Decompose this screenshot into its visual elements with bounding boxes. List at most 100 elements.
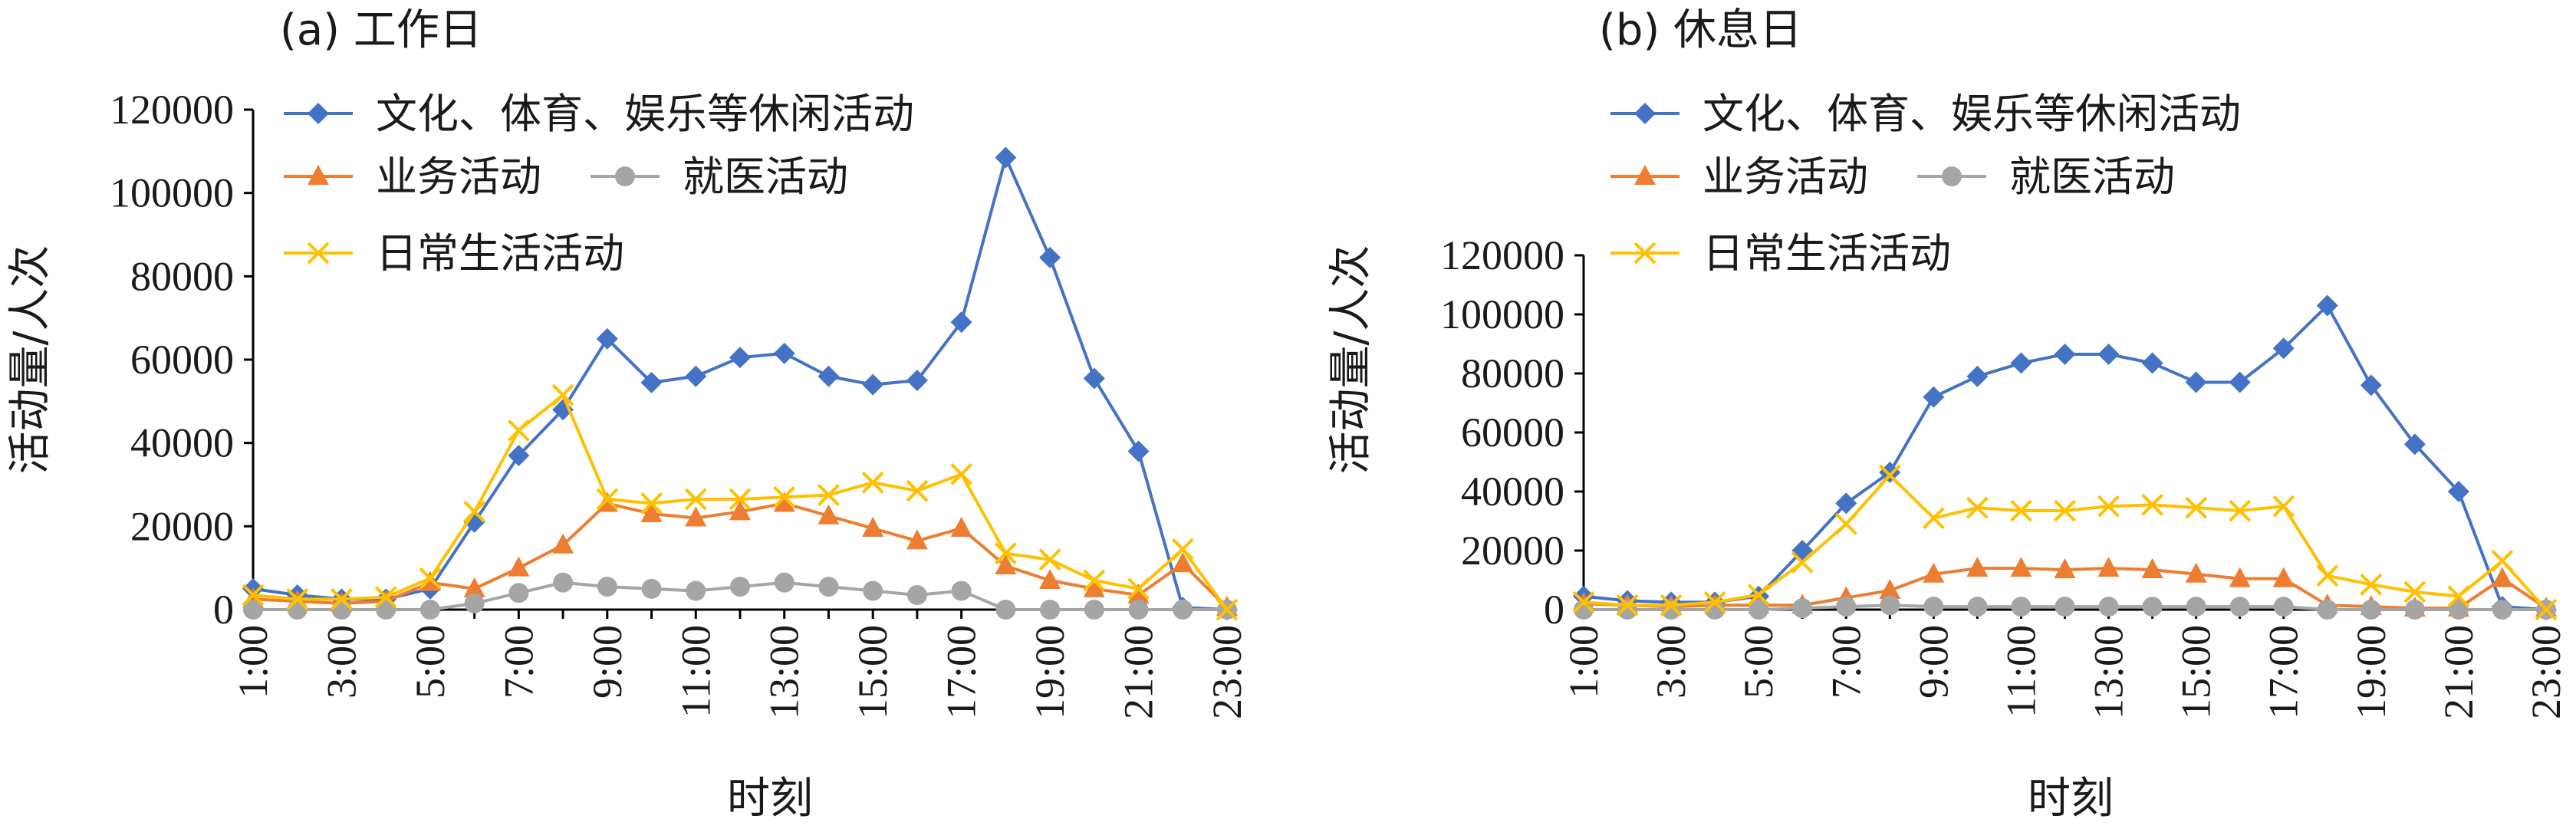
x-tick-label: 11:00 bbox=[673, 625, 719, 718]
data-point-daily bbox=[286, 588, 309, 610]
legend-marker-culture bbox=[1634, 103, 1656, 124]
data-point-daily bbox=[242, 584, 265, 607]
y-tick-label: 80000 bbox=[130, 253, 234, 299]
data-point-business bbox=[1879, 578, 1901, 599]
y-tick-label: 40000 bbox=[1461, 469, 1564, 515]
data-point-medical bbox=[287, 600, 308, 620]
data-point-culture bbox=[1835, 492, 1857, 515]
data-point-daily bbox=[2447, 585, 2470, 608]
data-point-medical bbox=[1923, 597, 1944, 617]
y-tick-label: 120000 bbox=[1440, 232, 1564, 278]
panel-b-x-ticks: 1:00 3:00 5:00 7:00 9:00 11:00 13:00 15:00 17:00… bbox=[1561, 610, 2569, 719]
data-point-culture bbox=[1039, 246, 1061, 268]
data-point-daily bbox=[1703, 590, 1726, 613]
x-tick-label: 19:00 bbox=[2348, 625, 2394, 719]
panel-a-series bbox=[242, 146, 1239, 621]
data-point-medical bbox=[951, 580, 972, 601]
data-point-business bbox=[995, 554, 1017, 574]
data-point-medical bbox=[1084, 600, 1104, 620]
x-tick-label: 23:00 bbox=[1204, 625, 1250, 719]
data-point-daily bbox=[1966, 496, 1989, 519]
data-point-daily bbox=[1747, 584, 1770, 607]
data-point-medical bbox=[2098, 597, 2119, 617]
data-point-daily bbox=[729, 488, 752, 511]
data-point-medical bbox=[1836, 597, 1857, 617]
data-point-culture bbox=[2229, 371, 2251, 393]
data-point-business bbox=[1039, 568, 1061, 589]
y-tick-label: 60000 bbox=[1461, 409, 1564, 455]
legend-marker-daily bbox=[307, 242, 330, 265]
data-point-culture bbox=[2185, 371, 2207, 393]
data-point-daily bbox=[994, 542, 1017, 565]
data-point-daily bbox=[419, 567, 442, 590]
data-point-business bbox=[419, 571, 441, 591]
data-point-daily bbox=[1878, 464, 1901, 487]
data-point-medical bbox=[686, 580, 706, 601]
panel-b-axes bbox=[1582, 255, 2554, 611]
x-tick-label: 7:00 bbox=[1823, 625, 1869, 699]
data-point-medical bbox=[863, 580, 883, 601]
data-point-daily bbox=[950, 463, 973, 485]
data-point-daily bbox=[2141, 493, 2164, 516]
data-point-medical bbox=[1173, 600, 1193, 620]
data-point-business bbox=[2010, 557, 2032, 577]
data-point-medical bbox=[2055, 597, 2075, 617]
data-point-culture bbox=[2403, 433, 2426, 455]
data-point-business bbox=[640, 502, 663, 523]
x-tick-label: 15:00 bbox=[850, 625, 896, 719]
data-point-culture bbox=[2272, 337, 2295, 360]
y-tick-label: 100000 bbox=[110, 170, 234, 216]
x-tick-label: 1:00 bbox=[230, 625, 276, 699]
data-point-medical bbox=[2317, 600, 2337, 620]
data-point-culture bbox=[1966, 365, 1989, 387]
panel-b: (b) 休息日 活动量/人次 时刻 0 20000 40000 60000 80000 1… bbox=[1326, 5, 2569, 824]
data-point-medical bbox=[995, 600, 1016, 620]
y-tick-label: 0 bbox=[1544, 587, 1564, 633]
x-tick-label: 19:00 bbox=[1027, 625, 1073, 719]
data-point-medical bbox=[2492, 600, 2512, 620]
x-tick-label: 17:00 bbox=[939, 625, 985, 719]
data-point-daily bbox=[596, 488, 619, 511]
x-tick-label: 1:00 bbox=[1561, 625, 1607, 699]
data-point-medical bbox=[1880, 595, 1900, 616]
data-point-business bbox=[2491, 567, 2513, 587]
x-tick-label: 21:00 bbox=[2436, 625, 2482, 719]
data-point-medical bbox=[419, 600, 440, 620]
data-point-culture bbox=[596, 327, 618, 350]
data-point-culture bbox=[1923, 386, 1945, 408]
data-point-daily bbox=[1834, 512, 1857, 535]
panel-a: (a) 工作日 活动量/人次 时刻 0 20000 40000 60000 80000 1… bbox=[5, 5, 1250, 824]
data-point-business bbox=[1172, 552, 1194, 573]
data-point-daily bbox=[1216, 598, 1239, 621]
data-point-medical bbox=[553, 572, 574, 593]
data-point-business bbox=[685, 506, 707, 527]
panel-b-title: (b) 休息日 bbox=[1599, 5, 1802, 55]
data-point-daily bbox=[906, 479, 929, 502]
x-tick-label: 21:00 bbox=[1116, 625, 1162, 719]
data-point-daily bbox=[2229, 499, 2252, 522]
legend-label-medical: 就医活动 bbox=[2009, 153, 2175, 201]
data-point-medical bbox=[1040, 600, 1061, 620]
data-point-daily bbox=[463, 500, 486, 523]
data-point-business bbox=[950, 517, 972, 538]
data-point-daily bbox=[1083, 569, 1106, 592]
data-point-business bbox=[1966, 557, 1989, 577]
data-point-medical bbox=[376, 600, 396, 620]
data-point-culture bbox=[729, 347, 751, 369]
x-tick-label: 5:00 bbox=[1735, 625, 1781, 699]
data-point-culture bbox=[2447, 481, 2469, 502]
data-point-culture bbox=[995, 146, 1017, 169]
x-tick-label: 3:00 bbox=[1648, 625, 1694, 699]
data-point-culture bbox=[1879, 461, 1901, 483]
legend-label-medical: 就医活动 bbox=[683, 153, 848, 201]
data-point-daily bbox=[1660, 594, 1683, 617]
data-point-culture bbox=[2316, 294, 2338, 317]
legend-marker-medical bbox=[615, 166, 635, 186]
data-point-daily bbox=[331, 588, 353, 610]
data-point-medical bbox=[2448, 600, 2469, 620]
y-tick-label: 0 bbox=[213, 587, 234, 633]
data-point-medical bbox=[243, 600, 263, 620]
panel-b-xlabel: 时刻 bbox=[2028, 774, 2114, 824]
